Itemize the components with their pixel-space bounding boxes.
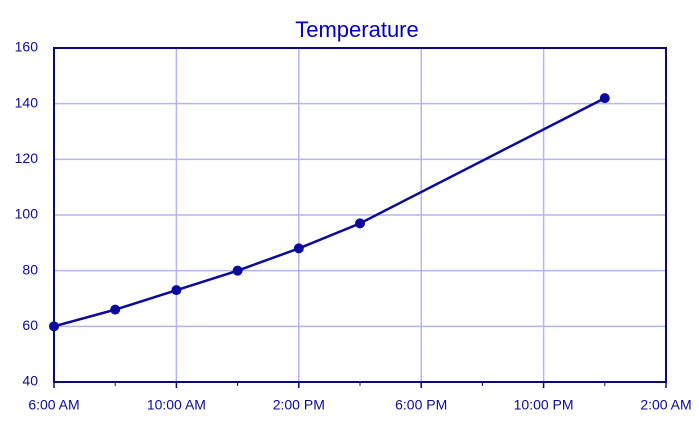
- plot-frame: [53, 47, 667, 383]
- x-tick-label: 6:00 PM: [395, 397, 447, 413]
- marker: [49, 321, 59, 332]
- y-tick-label: 60: [22, 317, 38, 333]
- marker: [110, 304, 121, 315]
- marker: [232, 265, 243, 276]
- marker: [355, 218, 365, 229]
- x-tick-label: 2:00 AM: [640, 397, 691, 413]
- y-tick-label: 40: [22, 373, 38, 389]
- y-tick-label: 120: [15, 150, 39, 166]
- x-tick-label: 2:00 PM: [273, 397, 325, 413]
- y-tick-label: 100: [15, 206, 39, 222]
- marker: [293, 243, 304, 254]
- marker: [599, 93, 610, 104]
- marker: [171, 285, 182, 296]
- chart-title: Temperature: [295, 17, 419, 42]
- x-tick-label: 10:00 PM: [514, 397, 574, 413]
- x-tick-label: 6:00 AM: [28, 397, 79, 413]
- y-tick-label: 80: [22, 261, 38, 277]
- line: [53, 96, 606, 328]
- x-tick-label: 10:00 AM: [147, 397, 206, 413]
- y-tick-label: 160: [15, 39, 39, 55]
- y-tick-label: 140: [15, 94, 39, 110]
